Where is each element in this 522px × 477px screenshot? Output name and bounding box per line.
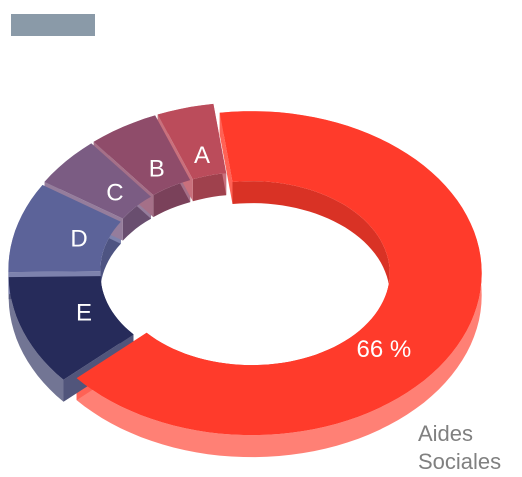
slice-end-side — [219, 112, 233, 204]
slice — [76, 111, 482, 436]
slice — [93, 115, 191, 196]
category-label: B — [149, 155, 165, 182]
value-label: 66 % — [357, 336, 412, 363]
slice — [8, 276, 134, 380]
category-label: Aides Sociales — [418, 421, 501, 474]
slice-outer-side — [76, 111, 482, 458]
slice — [8, 185, 121, 273]
slice — [44, 143, 151, 219]
title-placeholder — [11, 14, 95, 36]
slice-inner-side — [153, 180, 191, 218]
category-label: C — [106, 180, 123, 207]
category-label: A — [194, 142, 210, 169]
category-label: E — [76, 299, 92, 326]
slice — [157, 103, 227, 180]
slice-outer-side — [8, 277, 64, 402]
slice-inner-side — [192, 173, 227, 202]
category-label: D — [70, 226, 87, 253]
